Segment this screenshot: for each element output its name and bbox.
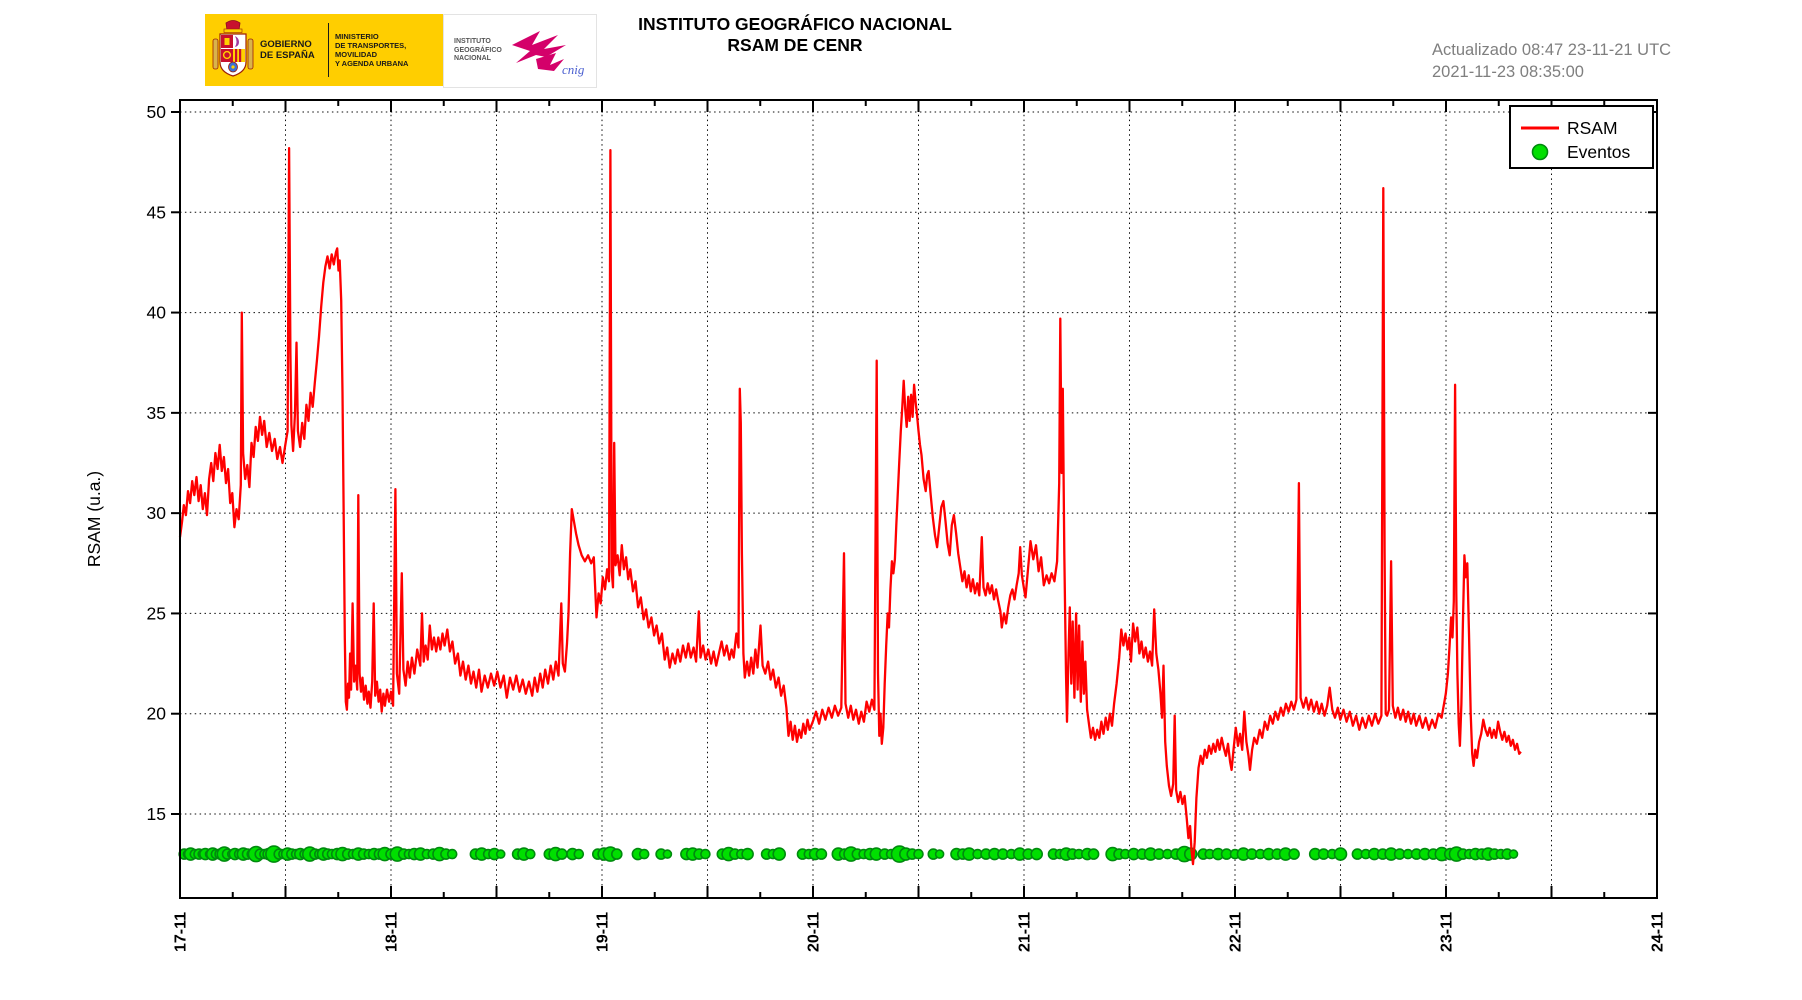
- plot-border: [179, 99, 1658, 899]
- svg-text:23-11: 23-11: [1439, 912, 1456, 952]
- svg-text:25: 25: [147, 603, 166, 623]
- header-branding: GOBIERNO DE ESPAÑA MINISTERIO DE TRANSPO…: [205, 14, 597, 88]
- svg-text:50: 50: [147, 102, 167, 122]
- x-ticks: [179, 100, 1658, 898]
- svg-text:35: 35: [147, 403, 166, 423]
- svg-text:45: 45: [147, 202, 166, 222]
- legend-eventos-label: Eventos: [1567, 142, 1630, 162]
- figure-title: INSTITUTO GEOGRÁFICO NACIONAL RSAM DE CE…: [495, 14, 1095, 56]
- y-axis-label: RSAM (u.a.): [84, 471, 104, 567]
- legend-eventos-marker: [1531, 143, 1549, 161]
- y-gridlines: [180, 111, 1657, 815]
- ign-label: INSTITUTO GEOGRÁFICO NACIONAL: [454, 38, 502, 63]
- svg-text:18-11: 18-11: [384, 912, 401, 952]
- gobierno-logo-block: GOBIERNO DE ESPAÑA MINISTERIO DE TRANSPO…: [205, 14, 443, 86]
- legend-box: [1509, 105, 1654, 169]
- svg-text:20: 20: [147, 704, 167, 724]
- legend: RSAM Eventos: [1509, 105, 1654, 169]
- x-gridlines: [285, 100, 1552, 898]
- updated-line2: 2021-11-23 08:35:00: [1432, 62, 1584, 81]
- svg-text:19-11: 19-11: [595, 912, 612, 952]
- logo-divider: [328, 23, 329, 77]
- svg-text:15: 15: [147, 804, 166, 824]
- svg-text:24-11: 24-11: [1650, 912, 1667, 952]
- spain-coat-of-arms-icon: [212, 20, 254, 77]
- ign-logo-block: INSTITUTO GEOGRÁFICO NACIONAL cnig: [443, 14, 597, 88]
- svg-text:22-11: 22-11: [1228, 912, 1245, 952]
- y-tick-labels: 15 20 25 30 35 40 45 50: [147, 102, 167, 824]
- figure-title-line1: INSTITUTO GEOGRÁFICO NACIONAL: [638, 14, 952, 34]
- svg-text:30: 30: [147, 503, 167, 523]
- legend-rsam-label: RSAM: [1567, 118, 1618, 138]
- figure-title-line2: RSAM DE CENR: [727, 35, 863, 55]
- x-tick-labels: 17-11 18-11 19-11 20-11 21-11 22-11 23-11 24-11: [173, 912, 1667, 952]
- ign-magenta-logo-icon: cnig: [512, 31, 585, 77]
- cnig-label: cnig: [562, 62, 585, 77]
- svg-text:17-11: 17-11: [173, 912, 190, 952]
- ministerio-label: MINISTERIO DE TRANSPORTES, MOVILIDAD Y A…: [335, 32, 409, 68]
- updated-line1: Actualizado 08:47 23-11-21 UTC: [1432, 41, 1672, 59]
- gobierno-label: GOBIERNO DE ESPAÑA: [260, 39, 315, 61]
- svg-text:21-11: 21-11: [1017, 912, 1034, 952]
- event-markers: [178, 845, 1519, 863]
- updated-timestamp: Actualizado 08:47 23-11-21 UTC 2021-11-2…: [1432, 40, 1671, 83]
- y-ticks: [171, 111, 1657, 815]
- svg-text:20-11: 20-11: [806, 912, 823, 952]
- rsam-line: [178, 146, 1522, 866]
- svg-text:40: 40: [147, 303, 167, 323]
